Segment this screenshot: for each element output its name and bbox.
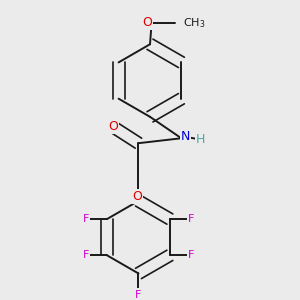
Text: F: F bbox=[82, 214, 89, 224]
Text: H: H bbox=[196, 134, 205, 146]
Text: O: O bbox=[108, 120, 118, 133]
Text: F: F bbox=[188, 214, 194, 224]
Text: CH$_3$: CH$_3$ bbox=[183, 16, 206, 30]
Text: F: F bbox=[82, 250, 89, 260]
Text: O: O bbox=[132, 190, 142, 203]
Text: F: F bbox=[188, 250, 194, 260]
Text: O: O bbox=[142, 16, 152, 29]
Text: N: N bbox=[181, 130, 190, 143]
Text: F: F bbox=[135, 290, 142, 300]
